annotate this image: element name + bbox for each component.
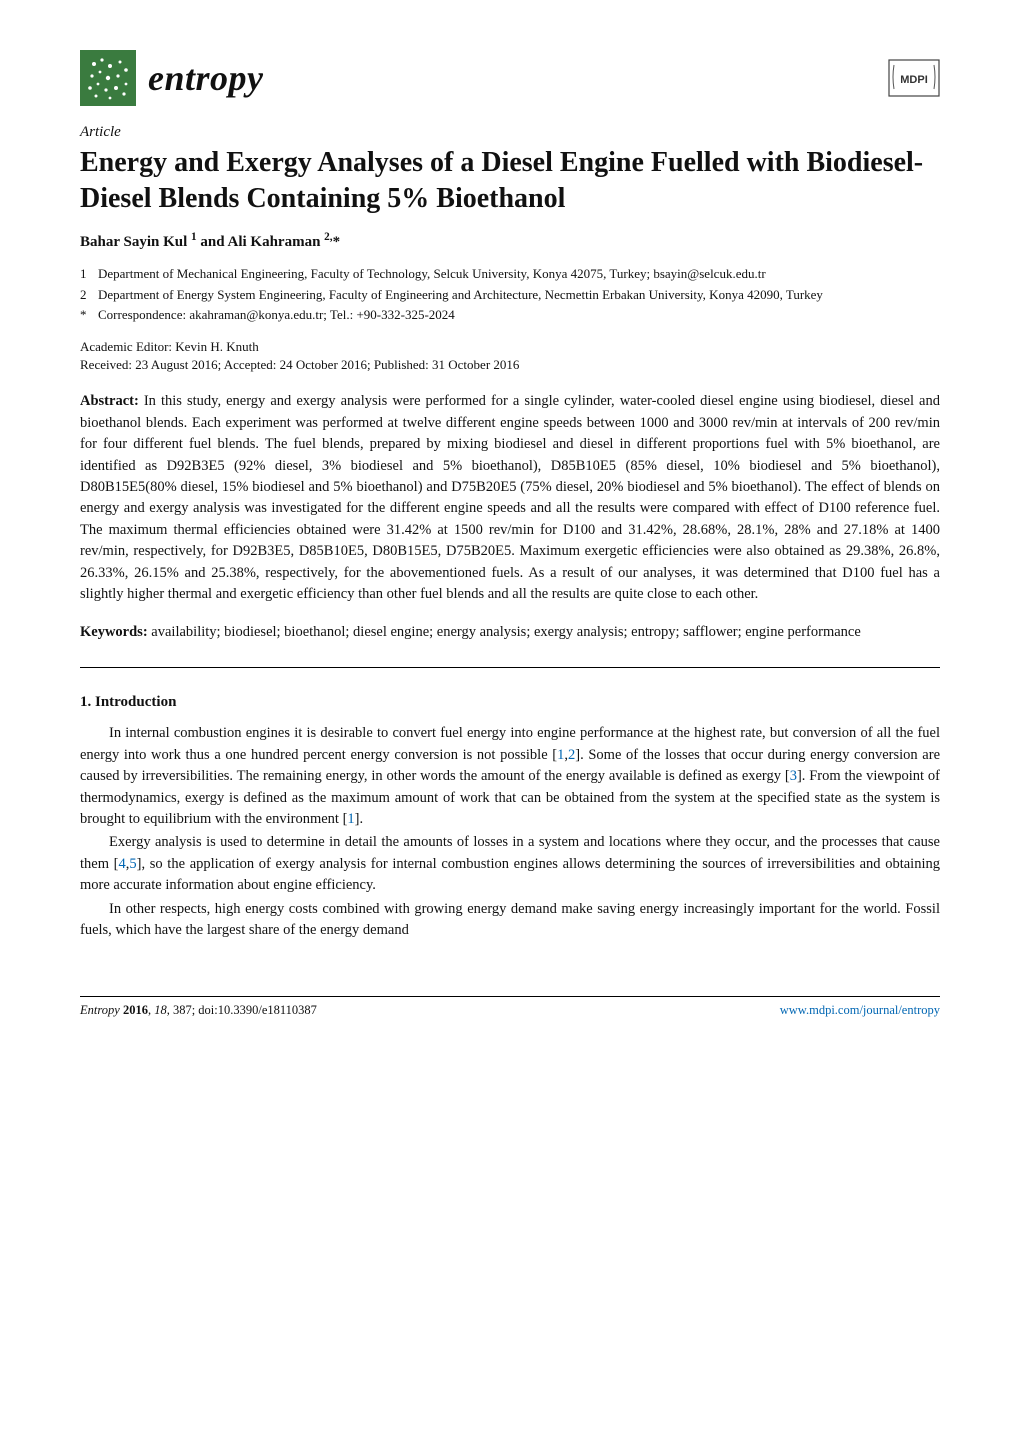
article-type: Article bbox=[80, 124, 940, 141]
article-dates: Received: 23 August 2016; Accepted: 24 O… bbox=[80, 357, 940, 373]
page-header: entropy MDPI bbox=[80, 50, 940, 106]
affiliation-text: Department of Mechanical Engineering, Fa… bbox=[98, 265, 766, 284]
citation[interactable]: 2 bbox=[568, 747, 575, 763]
section-divider bbox=[80, 667, 940, 668]
affiliation-num: 2 bbox=[80, 286, 98, 305]
abstract: Abstract: In this study, energy and exer… bbox=[80, 391, 940, 606]
citation[interactable]: 4 bbox=[119, 856, 126, 872]
paragraph: Exergy analysis is used to determine in … bbox=[80, 832, 940, 896]
citation[interactable]: 1 bbox=[347, 811, 354, 827]
affiliation-text: Department of Energy System Engineering,… bbox=[98, 286, 823, 305]
affiliation-row: 1 Department of Mechanical Engineering, … bbox=[106, 265, 940, 284]
keywords-text: availability; biodiesel; bioethanol; die… bbox=[151, 624, 860, 640]
keywords-label: Keywords: bbox=[80, 624, 148, 640]
paragraph: In other respects, high energy costs com… bbox=[80, 899, 940, 942]
section-body: In internal combustion engines it is des… bbox=[80, 723, 940, 942]
citation[interactable]: 1 bbox=[557, 747, 564, 763]
mdpi-logo-icon: MDPI bbox=[888, 59, 940, 97]
paragraph: In internal combustion engines it is des… bbox=[80, 723, 940, 830]
affiliation-num: * bbox=[80, 306, 98, 325]
affiliation-row: 2 Department of Energy System Engineerin… bbox=[106, 286, 940, 305]
footer-journal-link[interactable]: www.mdpi.com/journal/entropy bbox=[780, 1003, 940, 1018]
section-heading: 1. Introduction bbox=[80, 694, 940, 711]
entropy-logo-icon bbox=[80, 50, 136, 106]
journal-logo: entropy bbox=[80, 50, 264, 106]
article-title: Energy and Exergy Analyses of a Diesel E… bbox=[80, 145, 940, 217]
citation[interactable]: 5 bbox=[129, 856, 136, 872]
svg-text:MDPI: MDPI bbox=[900, 74, 928, 86]
page-footer: Entropy 2016, 18, 387; doi:10.3390/e1811… bbox=[80, 996, 940, 1018]
academic-editor: Academic Editor: Kevin H. Knuth bbox=[80, 339, 940, 355]
affiliation-row: * Correspondence: akahraman@konya.edu.tr… bbox=[106, 306, 940, 325]
affiliation-text: Correspondence: akahraman@konya.edu.tr; … bbox=[98, 306, 455, 325]
affiliations-block: 1 Department of Mechanical Engineering, … bbox=[80, 265, 940, 326]
abstract-text: In this study, energy and exergy analysi… bbox=[80, 393, 940, 602]
keywords: Keywords: availability; biodiesel; bioet… bbox=[80, 622, 940, 643]
footer-citation: Entropy 2016, 18, 387; doi:10.3390/e1811… bbox=[80, 1003, 317, 1018]
authors: Bahar Sayin Kul 1 and Ali Kahraman 2,* bbox=[80, 231, 940, 251]
journal-name: entropy bbox=[148, 57, 264, 99]
abstract-label: Abstract: bbox=[80, 393, 139, 409]
citation[interactable]: 3 bbox=[790, 768, 797, 784]
affiliation-num: 1 bbox=[80, 265, 98, 284]
